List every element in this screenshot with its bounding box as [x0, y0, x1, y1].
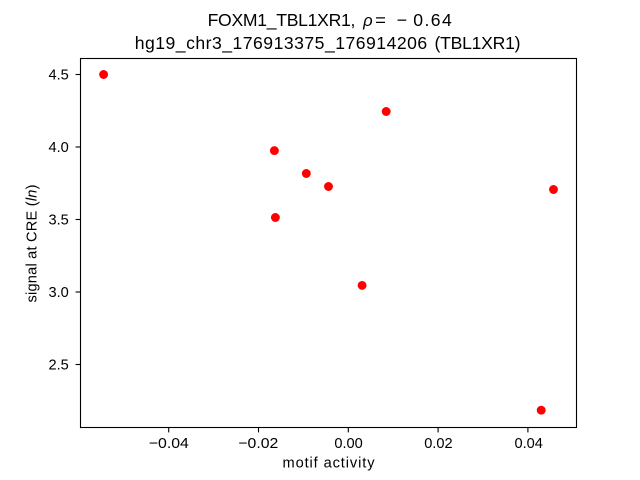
svg-text:0.02: 0.02: [424, 436, 452, 452]
svg-text:−0.04: −0.04: [149, 436, 189, 452]
svg-text:FOXM1_TBL1XR1,: FOXM1_TBL1XR1,: [208, 10, 356, 31]
svg-text:ρ: ρ: [362, 11, 373, 30]
svg-text:signal at CRE (ln): signal at CRE (ln): [25, 185, 41, 303]
svg-text:−0.02: −0.02: [238, 436, 278, 452]
svg-text:0.04: 0.04: [514, 436, 542, 452]
svg-text:4.5: 4.5: [49, 68, 69, 84]
svg-text:4.0: 4.0: [49, 140, 69, 156]
svg-text:(TBL1XR1): (TBL1XR1): [435, 33, 521, 53]
svg-text:3.0: 3.0: [49, 285, 69, 301]
svg-text:3.5: 3.5: [49, 213, 69, 229]
svg-text:0.64: 0.64: [413, 10, 452, 30]
svg-text:2.5: 2.5: [49, 358, 69, 374]
svg-text:0.00: 0.00: [334, 436, 362, 452]
svg-text:=: =: [375, 10, 386, 30]
svg-text:hg19_chr3_176913375_176914206: hg19_chr3_176913375_176914206: [135, 33, 428, 54]
svg-text:motif activity: motif activity: [283, 455, 376, 471]
svg-text:−: −: [397, 10, 408, 30]
